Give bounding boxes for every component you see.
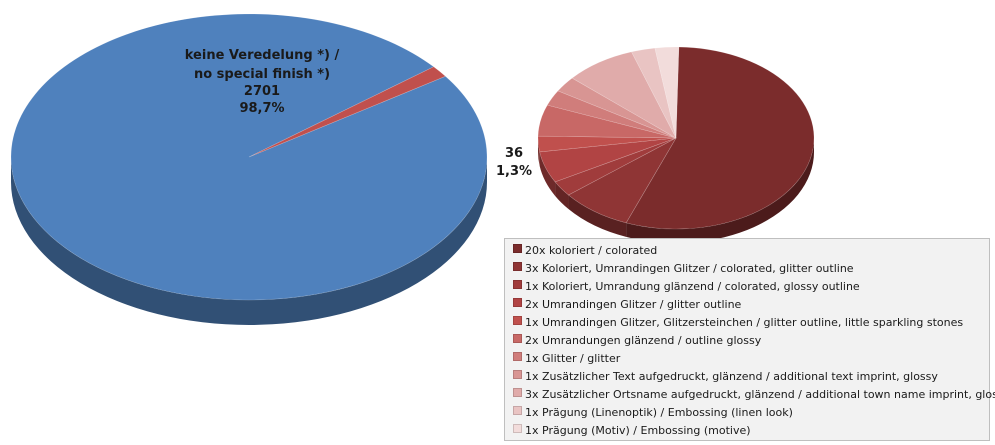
sub-pie-slice-0 (625, 46, 815, 230)
sub-pie-slice-side-3 (539, 151, 556, 196)
legend-swatch (513, 352, 522, 361)
legend-label: 3x Zusätzlicher Ortsname aufgedruckt, gl… (525, 388, 995, 401)
legend-swatch (513, 262, 522, 271)
sub-pie-slice-10 (654, 46, 680, 139)
main-pie-slice-1 (248, 66, 446, 158)
legend-swatch (513, 370, 522, 379)
sub-pie (537, 46, 815, 243)
sub-pie-slice-side-2 (555, 181, 569, 210)
sub-pie-slice-8 (571, 51, 677, 139)
sub-pie-slice-2 (554, 137, 677, 196)
legend-item: 1x Umrandingen Glitzer, Glitzersteinchen… (513, 316, 963, 330)
legend-item: 2x Umrandungen glänzend / outline glossy (513, 334, 761, 348)
legend-swatch (513, 316, 522, 325)
main-label-percent: 98,7% (239, 101, 284, 116)
sub-pie-slice-1 (567, 137, 677, 224)
legend-swatch (513, 424, 522, 433)
sub-pie-slice-4 (537, 135, 677, 153)
legend-item: 3x Koloriert, Umrandingen Glitzer / colo… (513, 262, 854, 276)
legend: 20x koloriert / colorated 3x Koloriert, U… (504, 238, 995, 441)
legend-item: 1x Zusätzlicher Text aufgedruckt, glänze… (513, 370, 938, 384)
sub-pie-slice-5 (537, 104, 677, 139)
legend-item: 2x Umrandingen Glitzer / glitter outline (513, 298, 741, 312)
sub-pie-slice-3 (539, 137, 677, 183)
legend-label: 1x Zusätzlicher Text aufgedruckt, glänze… (525, 370, 938, 383)
legend-swatch (513, 388, 522, 397)
main-label-line-2: no special finish *) (194, 67, 330, 82)
legend-label: 1x Koloriert, Umrandung glänzend / color… (525, 280, 860, 293)
legend-label: 1x Glitter / glitter (525, 352, 621, 365)
sub-pie-slice-side-1 (568, 195, 627, 237)
legend-swatch (513, 298, 522, 307)
legend-item: 20x koloriert / colorated (513, 244, 657, 258)
legend-item: 1x Koloriert, Umrandung glänzend / color… (513, 280, 860, 294)
legend-swatch (513, 406, 522, 415)
legend-item: 3x Zusätzlicher Ortsname aufgedruckt, gl… (513, 388, 995, 402)
sub-pie-slice-7 (557, 77, 677, 139)
legend-label: 20x koloriert / colorated (525, 244, 658, 257)
main-pie-data-labels: keine Veredelung *) / no special finish … (185, 48, 532, 179)
legend-swatch (513, 334, 522, 343)
legend-label: 2x Umrandingen Glitzer / glitter outline (525, 298, 742, 311)
legend-label: 2x Umrandungen glänzend / outline glossy (525, 334, 762, 347)
main-pie-slice-side-0 (11, 157, 487, 325)
legend-item: 1x Glitter / glitter (513, 352, 620, 366)
sub-pie-slice-9 (631, 47, 677, 139)
main-pie-slice-0 (10, 13, 488, 301)
small-label-value: 36 (505, 146, 523, 161)
legend-label: 1x Prägung (Motiv) / Embossing (motive) (525, 424, 751, 437)
legend-swatch (513, 244, 522, 253)
sub-pie-slice-6 (546, 90, 677, 139)
small-label-percent: 1,3% (496, 164, 532, 179)
legend-label: 1x Umrandingen Glitzer, Glitzersteinchen… (525, 316, 964, 329)
main-label-line-1: keine Veredelung *) / (185, 48, 340, 63)
main-pie (10, 13, 488, 325)
legend-item: 1x Prägung (Motiv) / Embossing (motive) (513, 424, 751, 438)
sub-pie-slice-side-0 (626, 138, 814, 243)
legend-item: 1x Prägung (Linenoptik) / Embossing (lin… (513, 406, 793, 420)
legend-label: 3x Koloriert, Umrandingen Glitzer / colo… (525, 262, 854, 275)
legend-label: 1x Prägung (Linenoptik) / Embossing (lin… (525, 406, 793, 419)
main-label-value: 2701 (244, 84, 280, 99)
legend-swatch (513, 280, 522, 289)
